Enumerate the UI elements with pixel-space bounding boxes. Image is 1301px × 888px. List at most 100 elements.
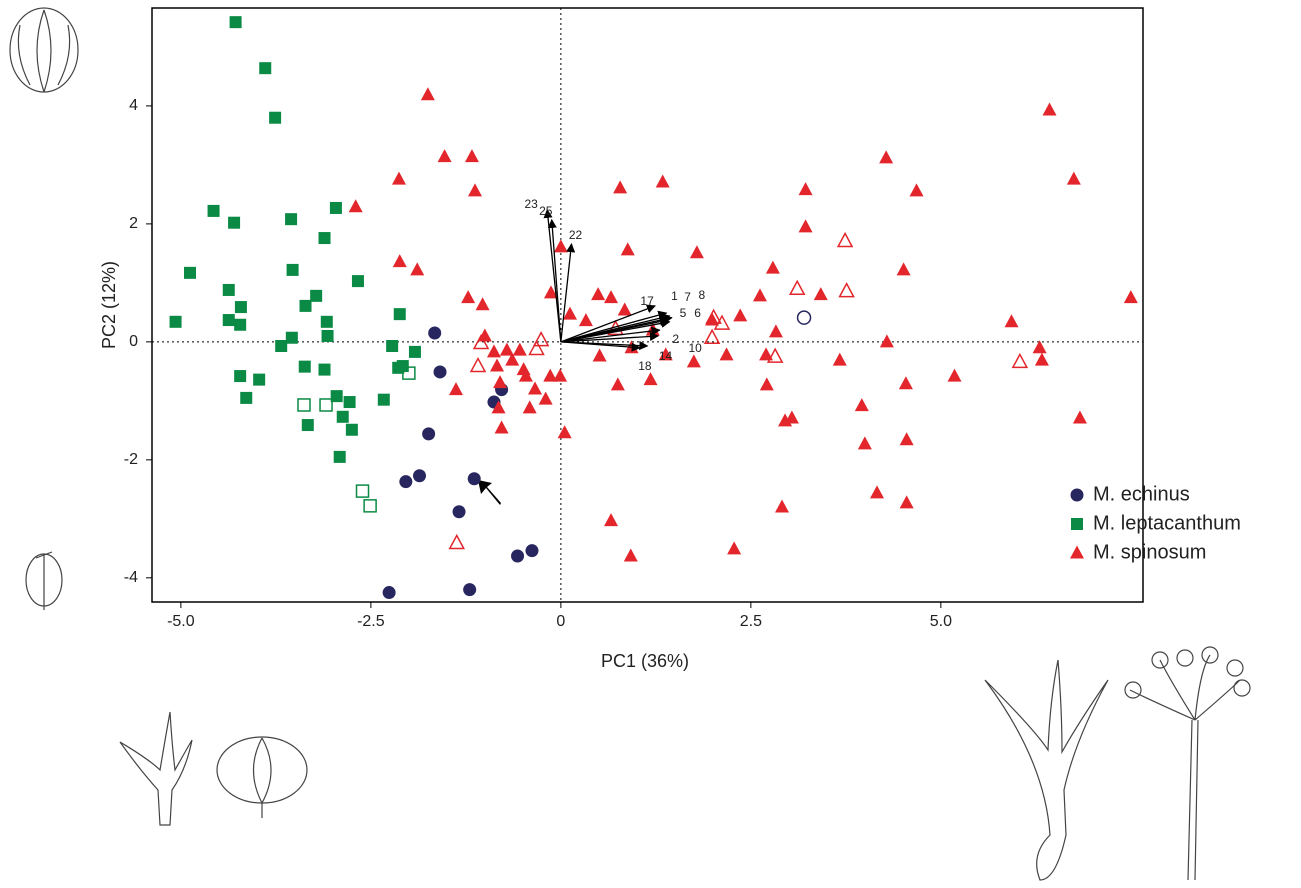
- point: [899, 495, 914, 509]
- x-tick-label: -2.5: [357, 613, 385, 630]
- point: [553, 239, 568, 253]
- point: [528, 381, 543, 395]
- point: [719, 347, 734, 361]
- point: [437, 149, 452, 163]
- y-tick-label: 2: [129, 215, 138, 232]
- point: [543, 285, 558, 299]
- point: [464, 149, 479, 163]
- point: [363, 499, 377, 513]
- point: [658, 347, 673, 361]
- point: [759, 347, 774, 361]
- point: [947, 368, 962, 382]
- point: [879, 334, 894, 348]
- point: [169, 315, 182, 328]
- point: [321, 329, 334, 342]
- point: [1034, 352, 1049, 366]
- point: [319, 398, 333, 412]
- point: [775, 499, 790, 513]
- point: [512, 342, 527, 356]
- point: [813, 287, 828, 301]
- point: [392, 254, 407, 268]
- point: [543, 368, 558, 382]
- x-tick-label: 0: [556, 613, 565, 630]
- y-tick-label: 0: [129, 333, 138, 350]
- point: [207, 204, 220, 217]
- point: [1123, 290, 1138, 304]
- legend-label: M. echinus: [1093, 483, 1190, 505]
- point: [562, 306, 577, 320]
- point: [343, 396, 356, 409]
- loading-label: 22: [569, 228, 583, 242]
- legend-marker: [1071, 518, 1083, 530]
- point: [391, 171, 406, 185]
- point: [557, 425, 572, 439]
- point: [836, 231, 854, 248]
- point: [298, 360, 311, 373]
- point: [899, 432, 914, 446]
- loading-label: 14: [659, 349, 673, 363]
- point: [838, 282, 855, 298]
- point: [333, 450, 346, 463]
- point: [643, 372, 658, 386]
- loading-arrow: [547, 218, 562, 342]
- point: [355, 484, 370, 498]
- point: [320, 315, 333, 328]
- point: [433, 365, 447, 379]
- loading-label: 23: [525, 197, 539, 211]
- point: [413, 469, 427, 483]
- point: [330, 390, 343, 403]
- point: [222, 283, 235, 296]
- point: [727, 541, 742, 555]
- x-tick-label: 5.0: [930, 613, 952, 630]
- point: [234, 301, 247, 314]
- point: [522, 400, 537, 414]
- y-tick-label: -4: [124, 569, 138, 586]
- point: [766, 347, 784, 363]
- loading-label: 7: [684, 290, 691, 304]
- point: [310, 289, 323, 302]
- point: [620, 242, 635, 256]
- point: [410, 262, 425, 276]
- point: [477, 328, 492, 342]
- point: [240, 391, 253, 404]
- point: [428, 326, 442, 340]
- point: [1066, 171, 1081, 185]
- loading-arrow: [560, 243, 576, 342]
- point: [1011, 352, 1029, 369]
- point: [299, 299, 312, 312]
- point: [183, 266, 196, 279]
- point: [448, 382, 463, 396]
- point: [467, 183, 482, 197]
- y-tick-label: -2: [124, 451, 138, 468]
- point: [1072, 410, 1087, 424]
- point: [269, 111, 282, 124]
- point: [234, 370, 247, 383]
- point: [399, 475, 413, 489]
- point: [553, 368, 568, 382]
- point: [759, 377, 774, 391]
- point: [469, 356, 487, 373]
- point: [686, 354, 701, 368]
- point: [538, 391, 553, 405]
- point: [505, 352, 520, 366]
- point: [490, 358, 505, 372]
- loading-label: 6: [694, 306, 701, 320]
- point: [623, 548, 638, 562]
- plot-frame: [151, 7, 1144, 603]
- point: [275, 339, 288, 352]
- point: [382, 586, 396, 600]
- point: [318, 232, 331, 245]
- loading-arrow: [560, 304, 656, 343]
- point: [467, 472, 481, 486]
- point: [733, 308, 748, 322]
- x-axis-title: PC1 (36%): [601, 651, 689, 671]
- point: [472, 333, 490, 350]
- point: [452, 505, 466, 519]
- point: [516, 362, 531, 376]
- point: [301, 419, 314, 432]
- point: [613, 180, 628, 194]
- point: [285, 213, 298, 226]
- point: [604, 290, 619, 304]
- illustrations: [9, 7, 1251, 881]
- point: [351, 275, 364, 288]
